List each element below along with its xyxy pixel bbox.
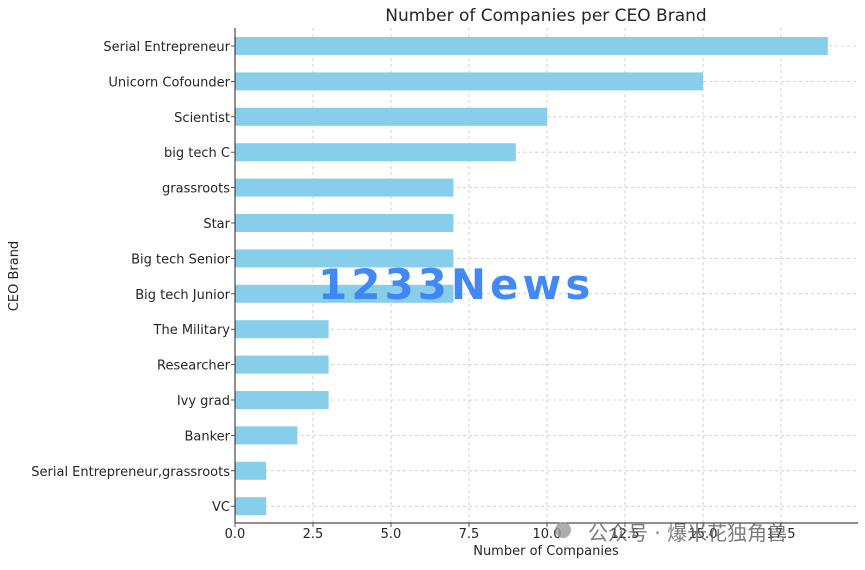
chart-title: Number of Companies per CEO Brand bbox=[385, 6, 706, 26]
y-tick-label: VC bbox=[212, 500, 230, 515]
bar bbox=[235, 355, 329, 374]
bar bbox=[235, 37, 828, 55]
x-tick-label: 5.0 bbox=[381, 527, 402, 542]
x-tick-label: 0.0 bbox=[225, 527, 246, 542]
y-tick-labels: Serial Entrepreneur Unicorn Cofounder Scie… bbox=[31, 40, 235, 515]
x-axis-label: Number of Companies bbox=[473, 544, 619, 559]
y-tick-label: Serial Entrepreneur,grassroots bbox=[31, 465, 230, 480]
bar bbox=[235, 107, 547, 126]
x-tick-label: 10.0 bbox=[533, 527, 562, 542]
bar bbox=[235, 391, 329, 409]
y-tick-label: Serial Entrepreneur bbox=[103, 40, 230, 55]
y-tick-label: Scientist bbox=[174, 111, 230, 126]
bars bbox=[235, 37, 828, 516]
y-axis-label: CEO Brand bbox=[7, 241, 22, 311]
x-tick-label: 12.5 bbox=[611, 527, 640, 542]
bar bbox=[235, 320, 329, 339]
x-tick-label: 17.5 bbox=[767, 527, 796, 542]
y-tick-label: Unicorn Cofounder bbox=[108, 75, 230, 90]
y-tick-label: grassroots bbox=[162, 182, 230, 197]
y-tick-label: Ivy grad bbox=[177, 394, 230, 409]
bar bbox=[235, 143, 516, 162]
watermark-wechat-text: 公众号 · 爆米花独角兽 bbox=[588, 521, 787, 545]
x-tick-label: 2.5 bbox=[303, 527, 324, 542]
bar bbox=[235, 497, 267, 516]
axes bbox=[234, 28, 858, 524]
y-tick-label: Researcher bbox=[157, 359, 231, 374]
x-tick-label: 7.5 bbox=[459, 527, 480, 542]
bar bbox=[235, 426, 298, 445]
x-tick-label: 15.0 bbox=[689, 527, 718, 542]
y-tick-label: The Military bbox=[153, 323, 231, 338]
bar bbox=[235, 461, 267, 480]
watermark-logo: 1233News bbox=[318, 260, 594, 309]
y-tick-label: big tech C bbox=[164, 146, 230, 161]
bar bbox=[235, 72, 703, 91]
y-tick-label: Banker bbox=[184, 429, 230, 444]
bar bbox=[235, 178, 454, 197]
y-tick-label: Star bbox=[203, 217, 230, 232]
y-tick-label: Big tech Junior bbox=[135, 288, 230, 303]
bar bbox=[235, 284, 454, 303]
wechat-icon bbox=[555, 522, 571, 538]
x-tick-labels: 0.0 2.5 5.0 7.5 10.0 12.5 15.0 17.5 bbox=[225, 523, 796, 542]
y-tick-label: Big tech Senior bbox=[131, 252, 231, 267]
bar bbox=[235, 214, 454, 232]
wechat-watermark: 公众号 · 爆米花独角兽 bbox=[555, 521, 787, 545]
bar bbox=[235, 249, 454, 268]
